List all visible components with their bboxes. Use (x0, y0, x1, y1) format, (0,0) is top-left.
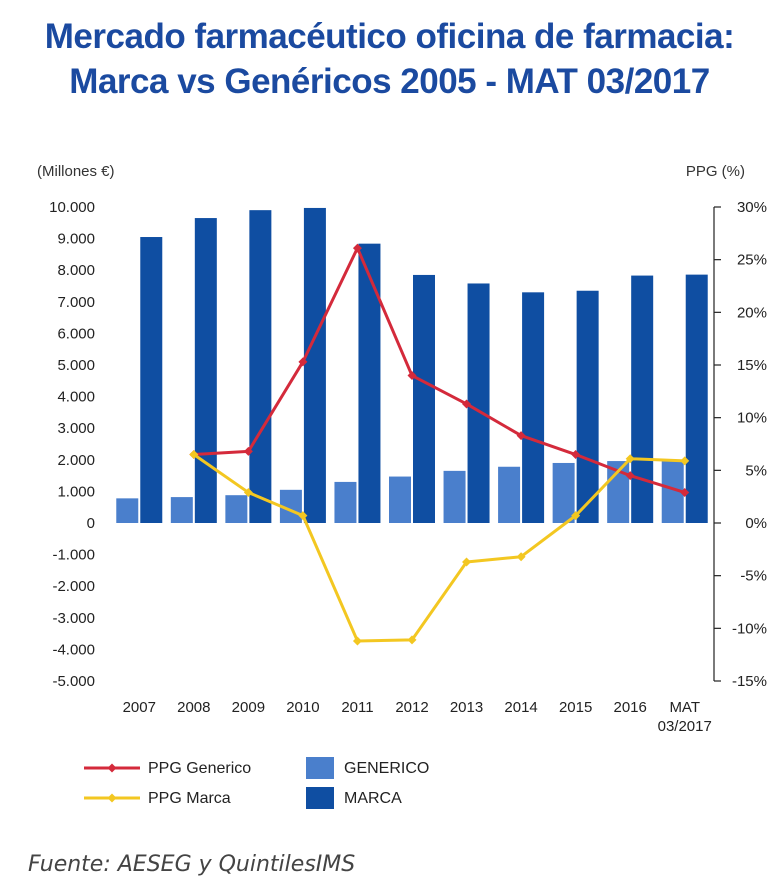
bar-generico (170, 497, 193, 523)
bar-generico (334, 481, 357, 523)
left-tick-label: 10.000 (49, 199, 95, 216)
legend-label-ppg-generico: PPG Generico (148, 760, 251, 777)
left-tick-label: -1.000 (52, 547, 95, 564)
x-tick-label: 2013 (450, 699, 483, 716)
ppg-marca-point (462, 557, 472, 567)
legend-marker-ppg-generico (107, 763, 117, 773)
legend-label-generico: GENERICO (344, 760, 429, 777)
bar-marca (631, 275, 654, 523)
legend-label-ppg-marca: PPG Marca (148, 790, 231, 807)
ppg-generico-point (462, 399, 472, 409)
left-tick-label: 1.000 (57, 483, 95, 500)
left-tick-label: 5.000 (57, 357, 95, 374)
bar-generico (498, 466, 521, 523)
ppg-marca-point (407, 635, 417, 645)
bar-marca (249, 210, 272, 523)
right-tick-label: 10% (737, 410, 767, 427)
chart: (Millones €) PPG (%) 10.000 9.000 8.000 7.000… (37, 163, 767, 809)
left-tick-label: 8.000 (57, 262, 95, 279)
x-tick-label: 2015 (559, 699, 592, 716)
left-tick-label: 9.000 (57, 231, 95, 248)
bar-marca (413, 274, 435, 523)
bar-generico (552, 462, 575, 523)
right-tick-label: -5% (740, 568, 767, 585)
x-tick-label: 2009 (232, 699, 265, 716)
ppg-marca-point (680, 456, 690, 466)
x-tick-label: 2007 (123, 699, 156, 716)
ppg-generico-point (625, 471, 635, 481)
bar-marca (140, 237, 163, 523)
right-tick-label: 5% (745, 462, 767, 479)
ppg-generico-point (680, 487, 690, 497)
ppg-marca-point (516, 552, 526, 562)
right-tick-label: -15% (732, 673, 767, 690)
left-tick-label: -3.000 (52, 610, 95, 627)
x-tick-label: MAT (669, 699, 700, 716)
x-tick-label: 2016 (613, 699, 646, 716)
ppg-marca-point (625, 454, 635, 464)
left-tick-label: 4.000 (57, 389, 95, 406)
ppg-marca-point (189, 450, 199, 460)
right-tick-label: 30% (737, 199, 767, 216)
left-axis-unit: (Millones €) (37, 163, 115, 180)
left-tick-label: -5.000 (52, 673, 95, 690)
x-tick-label: 2011 (341, 699, 373, 716)
ppg-generico-point (407, 371, 417, 381)
x-tick-label: 2012 (395, 699, 428, 716)
title-line-2: Marca vs Genéricos 2005 - MAT 03/2017 (69, 62, 710, 101)
ppg-generico-point (571, 450, 581, 460)
legend-marker-ppg-marca (107, 793, 117, 803)
left-tick-label: 0 (87, 515, 95, 532)
bar-marca (467, 283, 490, 523)
left-tick-label: 6.000 (57, 325, 95, 342)
ppg-marca-point (243, 487, 253, 497)
ppg-marca-point (298, 511, 308, 521)
x-tick-label: 2010 (286, 699, 319, 716)
x-tick-label: 2008 (177, 699, 210, 716)
bar-generico (225, 495, 248, 523)
right-axis-unit: PPG (%) (686, 163, 745, 180)
bar-generico (116, 498, 139, 523)
bar-generico (279, 489, 302, 523)
ppg-generico-line (193, 246, 686, 494)
ppg-generico-point (516, 431, 526, 441)
ppg-generico-point (352, 243, 362, 253)
right-tick-label: 25% (737, 252, 767, 269)
left-tick-label: 2.000 (57, 452, 95, 469)
right-tick-label: 20% (737, 304, 767, 321)
bar-marca (303, 207, 326, 523)
x-tick-label: 03/2017 (658, 718, 712, 735)
x-tick-label: 2014 (504, 699, 537, 716)
legend-label-marca: MARCA (344, 790, 402, 807)
right-tick-label: -10% (732, 620, 767, 637)
source-note: Fuente: AESEG y QuintilesIMS (28, 852, 356, 877)
bar-generico (389, 476, 411, 523)
bar-generico (443, 470, 466, 523)
bar-generico (661, 460, 684, 523)
bar-marca (576, 290, 599, 523)
ppg-generico-point (243, 446, 253, 456)
right-tick-label: 0% (745, 515, 767, 532)
legend-swatch-generico (306, 757, 334, 779)
ppg-marca-point (571, 511, 581, 521)
bar-marca (194, 218, 217, 523)
left-tick-label: 3.000 (57, 420, 95, 437)
legend-swatch-marca (306, 787, 334, 809)
left-tick-label: 7.000 (57, 294, 95, 311)
bar-marca (685, 274, 708, 523)
title-line-1: Mercado farmacéutico oficina de farmacia… (44, 17, 735, 56)
bar-marca (358, 243, 381, 523)
left-tick-label: -4.000 (52, 641, 95, 658)
ppg-marca-line (192, 453, 685, 643)
bar-marca (522, 292, 545, 523)
ppg-marca-point (352, 636, 362, 646)
right-tick-label: 15% (737, 357, 767, 374)
ppg-generico-point (298, 357, 308, 367)
left-tick-label: -2.000 (52, 578, 95, 595)
chart-title: Mercado farmacéutico oficina de farmacia… (0, 14, 779, 104)
